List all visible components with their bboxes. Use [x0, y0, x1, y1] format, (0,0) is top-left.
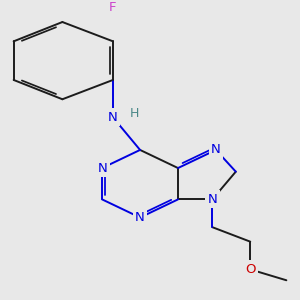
Text: N: N — [97, 161, 107, 175]
Text: O: O — [245, 263, 256, 276]
Text: F: F — [109, 1, 117, 14]
Text: H: H — [130, 107, 139, 120]
Text: N: N — [211, 143, 221, 156]
Text: N: N — [108, 111, 118, 124]
Text: N: N — [135, 211, 145, 224]
Text: N: N — [207, 193, 217, 206]
